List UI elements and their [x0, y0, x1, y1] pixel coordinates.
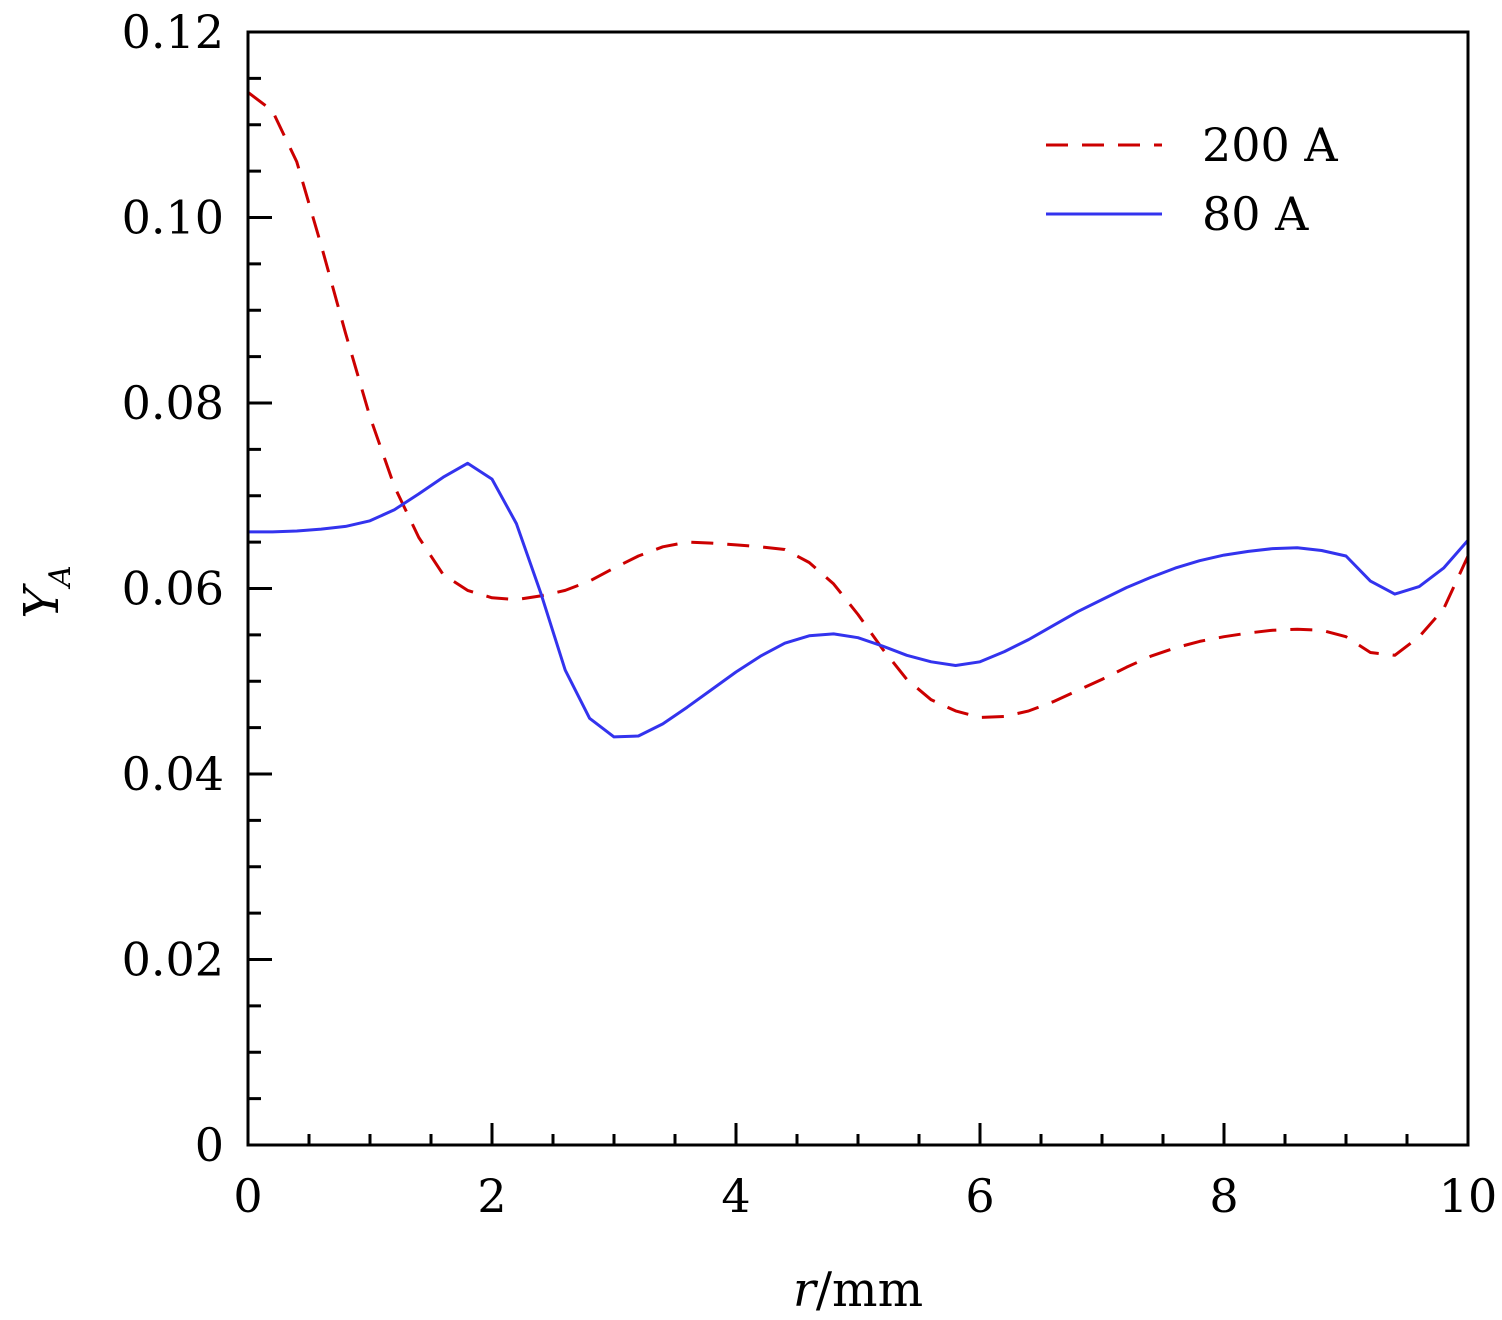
y-axis-variable: Y	[14, 583, 70, 619]
x-axis-title: r/mm	[793, 1262, 923, 1318]
legend-label-80a: 80 A	[1202, 187, 1309, 241]
y-tick-label: 0.08	[122, 376, 224, 430]
x-tick-label: 2	[477, 1169, 506, 1223]
series-line-200a	[247, 91, 1470, 719]
y-axis-title: YA	[14, 565, 78, 618]
legend-label-200a: 200 A	[1202, 118, 1338, 172]
x-tick-label: 8	[1209, 1169, 1238, 1223]
y-axis-subscript: A	[43, 565, 78, 590]
legend: 200 A 80 A	[1046, 118, 1338, 241]
x-tick-label: 0	[233, 1169, 262, 1223]
series-lines	[247, 91, 1470, 739]
x-tick-label: 10	[1439, 1169, 1498, 1223]
series-line-80a	[248, 461, 1470, 739]
x-tick-label: 6	[965, 1169, 994, 1223]
x-axis-variable: r	[793, 1262, 819, 1318]
y-tick-label: 0.10	[122, 191, 224, 245]
plot-frame	[246, 30, 1470, 1147]
y-tick-labels: 0 0.02 0.04 0.06 0.08 0.10 0.12	[122, 5, 224, 1172]
y-tick-label: 0.04	[122, 747, 224, 801]
y-tick-label: 0.06	[122, 562, 224, 616]
x-axis-unit: /mm	[816, 1262, 923, 1318]
y-tick-label: 0.02	[122, 933, 224, 987]
x-tick-label: 4	[721, 1169, 750, 1223]
x-tick-labels: 0 2 4 6 8 10	[233, 1169, 1497, 1223]
y-tick-label: 0.12	[122, 5, 224, 59]
y-tick-label: 0	[195, 1118, 224, 1172]
